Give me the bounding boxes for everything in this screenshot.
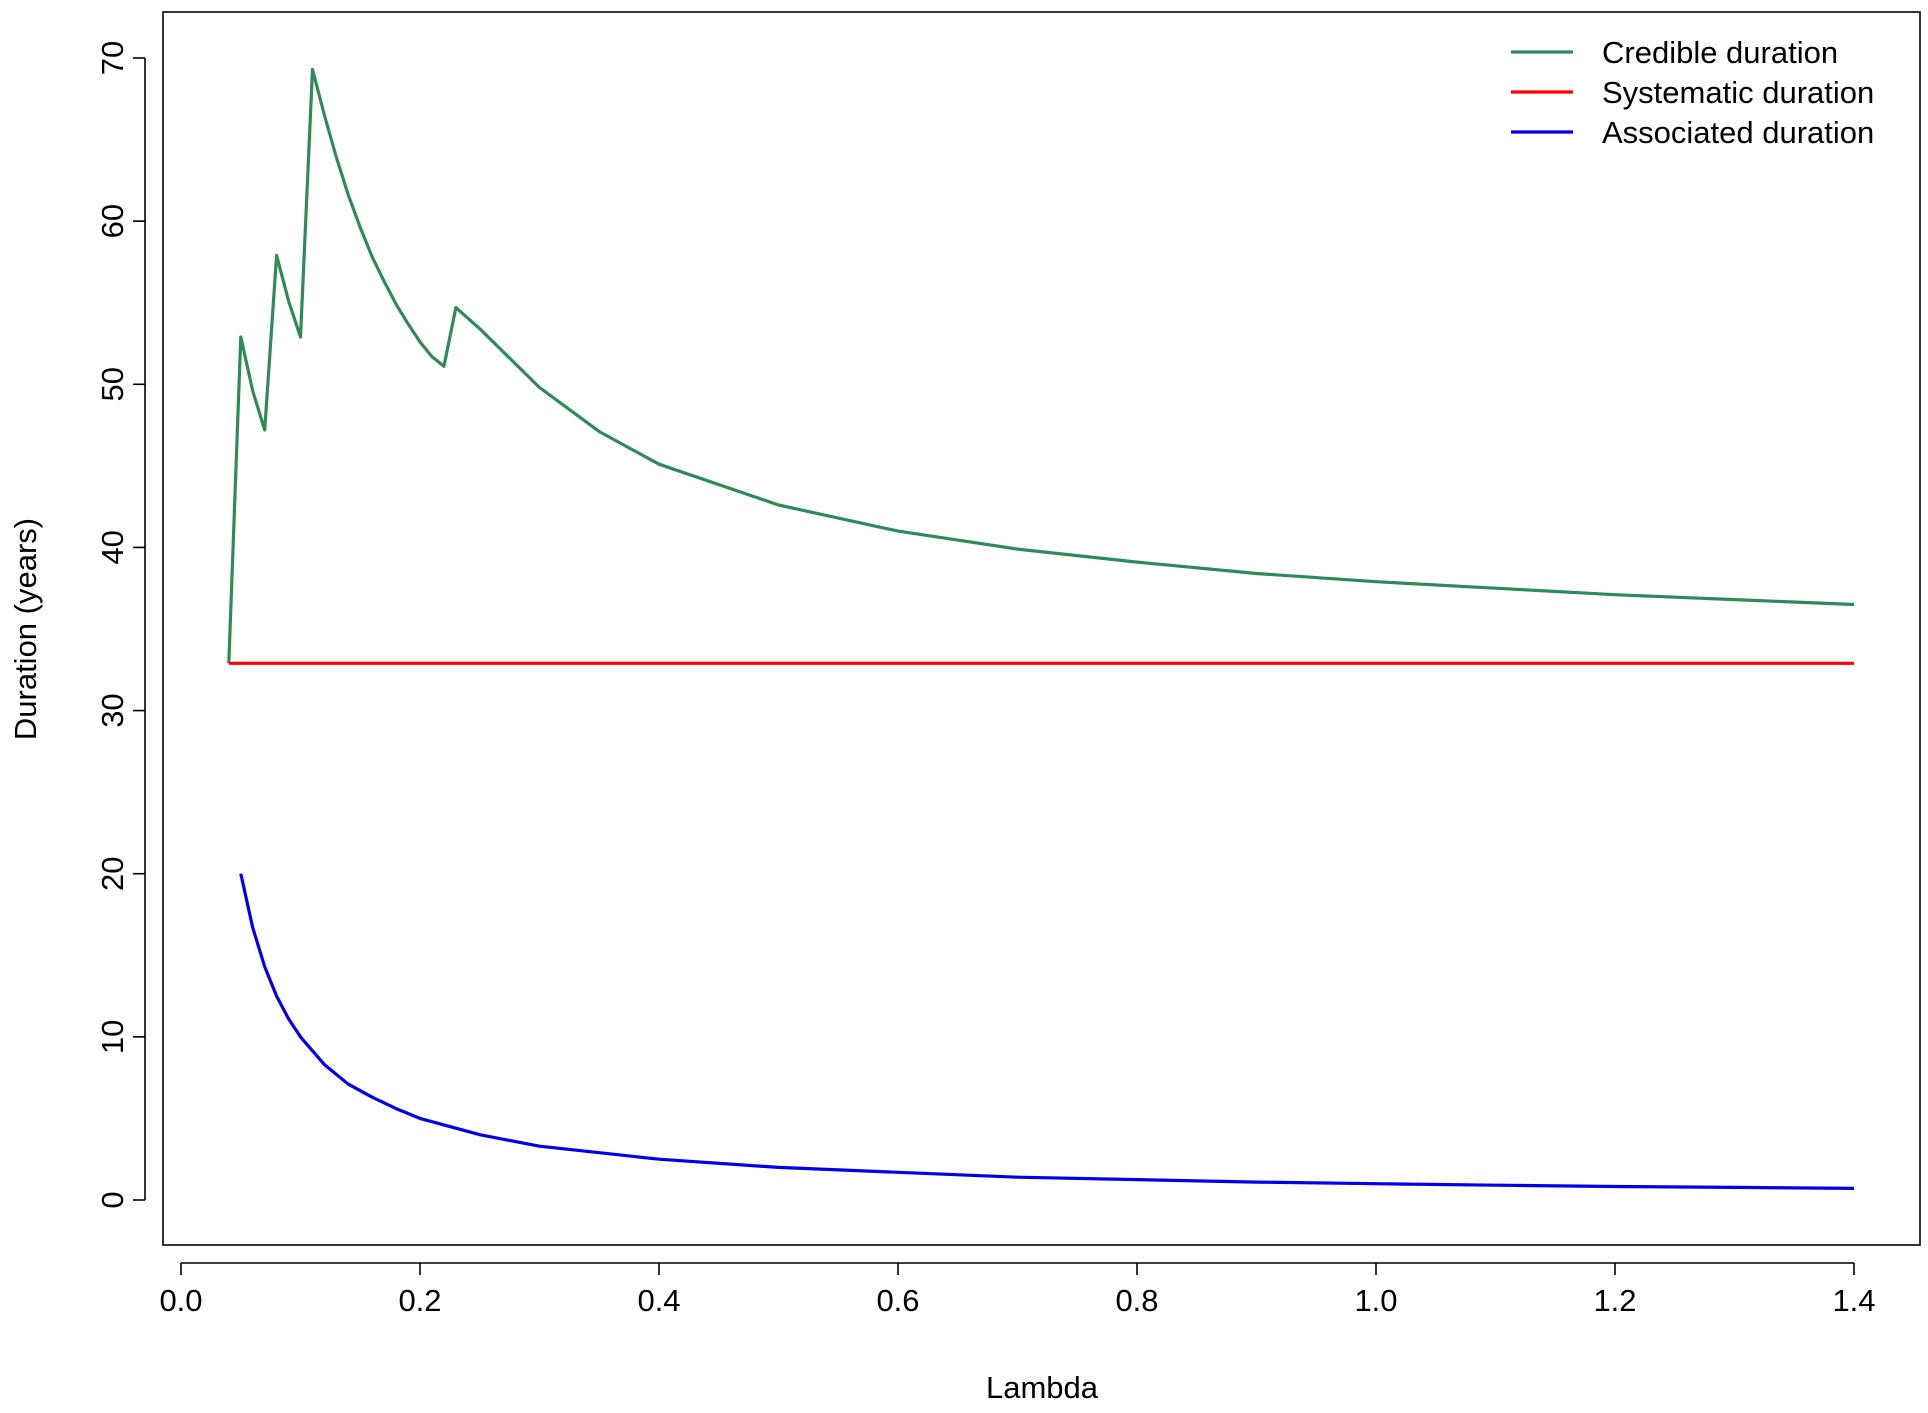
y-axis-title: Duration (years)	[8, 518, 43, 740]
y-tick-label: 60	[95, 204, 130, 238]
x-tick-label: 0.0	[159, 1283, 202, 1318]
x-axis-title: Lambda	[986, 1370, 1099, 1405]
legend-label-credible-duration: Credible duration	[1602, 35, 1838, 70]
x-tick-label: 1.4	[1832, 1283, 1875, 1318]
x-axis: 0.0 0.2 0.4 0.6 0.8 1.0 1.2 1.4	[159, 1262, 1876, 1318]
y-tick-label: 40	[95, 530, 130, 564]
legend-label-systematic-duration: Systematic duration	[1602, 75, 1874, 110]
legend-label-associated-duration: Associated duration	[1602, 115, 1874, 150]
x-tick-label: 0.4	[637, 1283, 680, 1318]
series-layer	[227, 67, 1855, 1190]
plot-frame	[162, 11, 1921, 1246]
y-tick-label: 50	[95, 367, 130, 401]
x-tick-label: 0.8	[1115, 1283, 1158, 1318]
y-tick-label: 70	[95, 41, 130, 75]
x-tick-label: 1.2	[1593, 1283, 1636, 1318]
x-tick-label: 0.2	[398, 1283, 441, 1318]
y-tick-label: 10	[95, 1020, 130, 1054]
y-tick-label: 20	[95, 856, 130, 890]
x-tick-label: 1.0	[1354, 1283, 1397, 1318]
x-tick-label: 0.6	[876, 1283, 919, 1318]
y-tick-label: 30	[95, 693, 130, 727]
y-tick-label: 0	[95, 1191, 130, 1208]
series-line-associated-duration	[239, 873, 1855, 1190]
y-axis: 0 10 20 30 40 50 60 70	[95, 41, 146, 1209]
series-line-credible-duration	[227, 67, 1855, 664]
legend: Credible duration Systematic duration Asso…	[1511, 35, 1874, 150]
